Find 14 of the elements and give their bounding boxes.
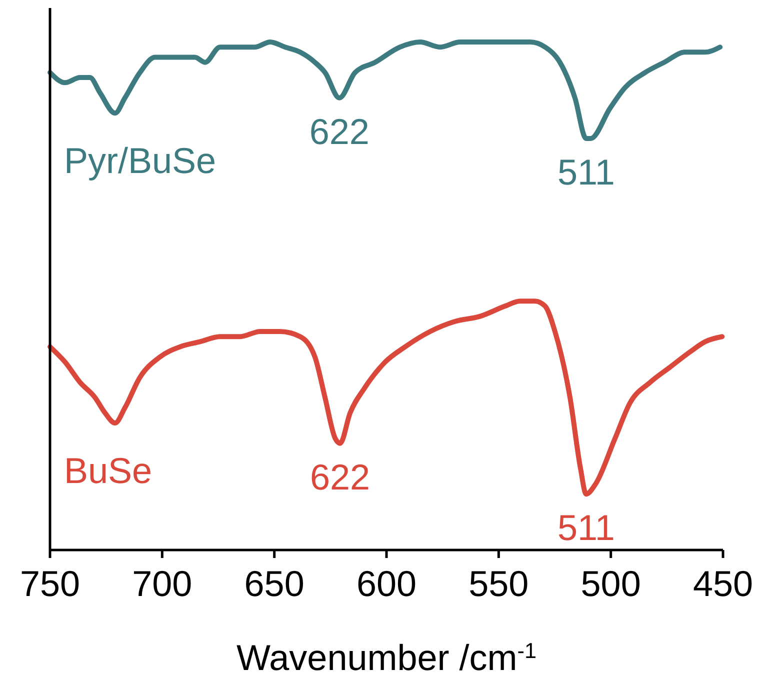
x-tick-label: 600	[356, 563, 417, 604]
annotation: 622	[309, 110, 370, 152]
x-tick-label: 700	[132, 563, 192, 604]
annotation: 622	[310, 456, 370, 498]
x-tick-label: 550	[468, 563, 529, 604]
series-label: BuSe	[64, 450, 152, 491]
x-tick-label: 750	[20, 563, 80, 604]
x-tick-label: 450	[692, 563, 754, 604]
x-tick-label: 650	[244, 563, 304, 604]
annotation: 511	[557, 152, 615, 193]
annotation: 511	[557, 507, 615, 548]
x-tick-label: 500	[580, 563, 641, 604]
series-label: Pyr/BuSe	[64, 140, 216, 182]
x-axis-title: Wavenumber /cm$^{-1}$	[236, 637, 536, 678]
